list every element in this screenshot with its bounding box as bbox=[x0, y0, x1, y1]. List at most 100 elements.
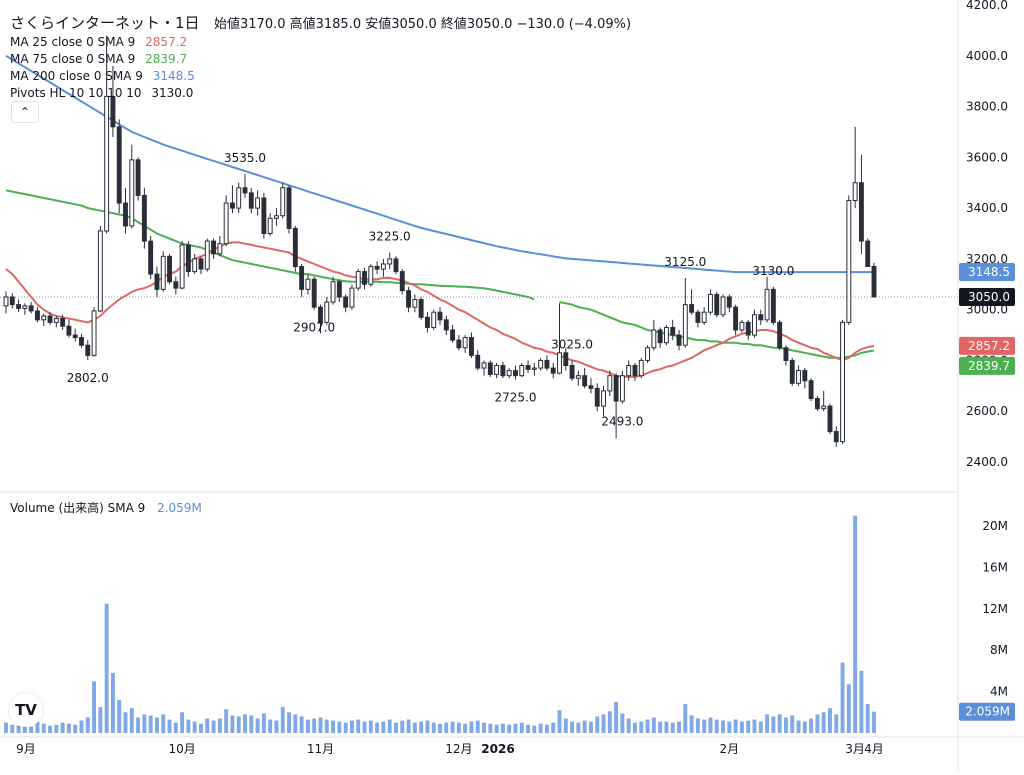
volume-bar bbox=[488, 723, 493, 733]
candle-body bbox=[123, 202, 128, 227]
pivot-label: 3225.0 bbox=[369, 230, 411, 244]
volume-label-box bbox=[959, 702, 1015, 721]
volume-bar bbox=[475, 720, 480, 733]
candle-body bbox=[563, 352, 569, 367]
volume-bar bbox=[142, 714, 147, 733]
candle-body bbox=[506, 370, 512, 377]
price-label-text: 3148.5 bbox=[968, 265, 1010, 279]
candle-body bbox=[783, 347, 789, 361]
candle-body bbox=[450, 329, 456, 341]
volume-bar bbox=[274, 720, 279, 733]
legend-volume[interactable]: Volume (出来高) SMA 9 2.059M bbox=[10, 499, 202, 516]
volume-bar bbox=[607, 711, 612, 733]
volume-bar bbox=[469, 721, 474, 733]
candle-body bbox=[34, 310, 40, 321]
candle-body bbox=[368, 266, 374, 285]
candle-body bbox=[695, 311, 701, 323]
volume-bars bbox=[4, 515, 876, 733]
volume-bar bbox=[853, 515, 858, 733]
volume-bar bbox=[658, 721, 663, 733]
candle-body bbox=[129, 159, 135, 227]
volume-bar bbox=[689, 715, 694, 733]
volume-tick-label: 16M bbox=[982, 560, 1008, 574]
volume-bar bbox=[538, 723, 543, 733]
candle-body bbox=[670, 326, 676, 336]
volume-bar bbox=[783, 717, 788, 733]
candle-body bbox=[758, 314, 764, 321]
volume-bar bbox=[456, 722, 461, 733]
candle-body bbox=[645, 347, 651, 361]
price-tick-label: 3400.0 bbox=[966, 201, 1008, 215]
candle-body bbox=[167, 255, 172, 283]
tradingview-logo-icon[interactable]: TV bbox=[9, 693, 43, 727]
price-labels: 3148.5 3050.0 2857.2 2839.7 2.059M bbox=[959, 262, 1015, 721]
candle-body bbox=[607, 375, 613, 392]
volume-bar bbox=[293, 714, 298, 733]
volume-tick-label: 8M bbox=[990, 643, 1008, 657]
legend-ma200[interactable]: MA 200 close 0 SMA 9 3148.5 bbox=[10, 69, 195, 83]
candle-body bbox=[261, 197, 267, 234]
time-tick-label: 12月 bbox=[445, 742, 472, 756]
candle-body bbox=[47, 315, 53, 323]
legend-pivots[interactable]: Pivots HL 10 10 10 10 3130.0 bbox=[10, 86, 193, 100]
moving-averages bbox=[5, 54, 875, 378]
legend-ma25-label: MA 25 close 0 SMA 9 bbox=[10, 35, 136, 49]
volume-tick-label: 20M bbox=[982, 519, 1008, 533]
volume-bar bbox=[79, 720, 84, 733]
candle-body bbox=[682, 304, 688, 346]
volume-bar bbox=[205, 718, 210, 733]
candle-body bbox=[840, 321, 846, 443]
candle-body bbox=[733, 306, 739, 331]
candle-body bbox=[179, 244, 185, 289]
candle-body bbox=[286, 187, 292, 229]
volume-bar bbox=[261, 713, 266, 733]
chevron-up-icon: ⌃ bbox=[19, 105, 31, 119]
candle-body bbox=[387, 258, 393, 265]
volume-bar bbox=[29, 726, 34, 733]
candle-body bbox=[619, 375, 625, 402]
volume-bar bbox=[677, 721, 681, 733]
price-label-box bbox=[959, 356, 1015, 375]
candle-body bbox=[305, 278, 311, 290]
volume-bar bbox=[601, 714, 606, 733]
price-tick-label: 3800.0 bbox=[966, 100, 1008, 114]
volume-bar bbox=[362, 721, 367, 733]
candle-body bbox=[336, 281, 342, 298]
candle-body bbox=[311, 278, 317, 308]
volume-bar bbox=[758, 721, 763, 733]
candle-body bbox=[66, 325, 72, 336]
volume-bar bbox=[54, 724, 59, 733]
pivot-label: 3125.0 bbox=[664, 255, 706, 269]
candle-body bbox=[324, 301, 330, 323]
legend-ma75-value: 2839.7 bbox=[145, 52, 188, 66]
candle-body bbox=[91, 310, 97, 356]
price-label-text: 2839.7 bbox=[968, 359, 1010, 373]
volume-label-text: 2.059M bbox=[965, 705, 1010, 719]
volume-bar bbox=[268, 719, 273, 733]
volume-bar bbox=[695, 718, 700, 733]
collapse-legend-button[interactable]: ⌃ bbox=[11, 101, 39, 123]
candle-body bbox=[777, 321, 783, 349]
volume-bar bbox=[796, 720, 801, 733]
legend-ma25-value: 2857.2 bbox=[145, 35, 188, 49]
volume-bar bbox=[821, 712, 826, 733]
price-tick-label: 3600.0 bbox=[966, 150, 1008, 164]
legend-ma75[interactable]: MA 75 close 0 SMA 9 2839.7 bbox=[10, 52, 187, 66]
volume-bar bbox=[739, 721, 744, 733]
volume-bar bbox=[243, 714, 247, 733]
candle-body bbox=[764, 288, 770, 321]
candle-body bbox=[248, 192, 254, 209]
candle-body bbox=[318, 306, 323, 323]
pivot-label: 2802.0 bbox=[67, 371, 109, 385]
legend-ma25[interactable]: MA 25 close 0 SMA 9 2857.2 bbox=[10, 35, 187, 49]
candle-body bbox=[60, 318, 66, 327]
candle-body bbox=[871, 266, 877, 298]
volume-bar bbox=[639, 721, 644, 733]
volume-bar bbox=[236, 716, 241, 733]
candle-body bbox=[525, 365, 531, 370]
pivot-label: 2493.0 bbox=[601, 415, 643, 429]
candle-body bbox=[16, 304, 22, 309]
volume-bar bbox=[664, 721, 669, 733]
